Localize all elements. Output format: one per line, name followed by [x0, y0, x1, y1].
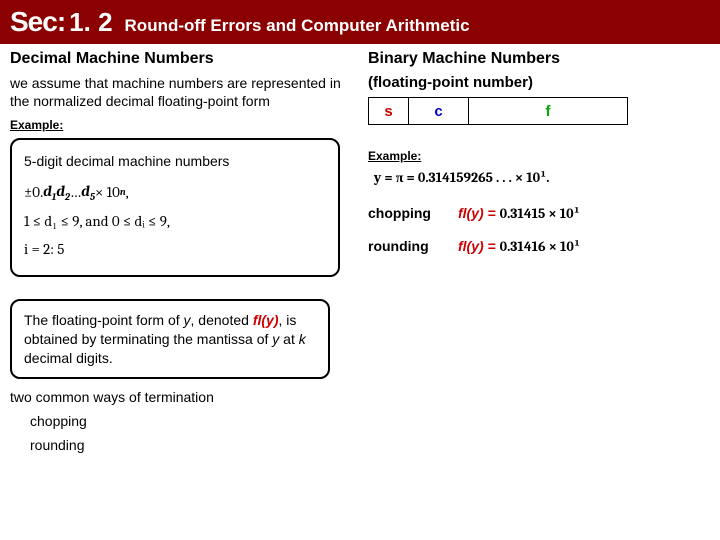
left-column: Decimal Machine Numbers we assume that m…	[10, 50, 350, 453]
chopping-fly-label: fl(y) =	[458, 205, 500, 221]
decimal-intro: we assume that machine numbers are repre…	[10, 74, 350, 110]
decimal-heading: Decimal Machine Numbers	[10, 50, 350, 68]
chopping-item: chopping	[30, 413, 350, 429]
rounding-row: rounding fl(y) = 0.31416 × 10¹	[368, 238, 710, 255]
d5: d	[81, 182, 90, 200]
chopping-row: chopping fl(y) = 0.31415 × 10¹	[368, 205, 710, 222]
times-ten: × 10	[95, 180, 120, 204]
content-area: Decimal Machine Numbers we assume that m…	[0, 44, 720, 453]
dots: …	[70, 180, 81, 204]
pi-equation: y = π = 0.314159265 . . . × 10¹.	[374, 169, 710, 187]
box-title: 5-digit decimal machine numbers	[24, 150, 326, 172]
fly-y1: y	[184, 312, 191, 328]
rounding-value: 0.31416 × 10¹	[500, 238, 580, 255]
pm-prefix: ±0.	[24, 180, 43, 204]
fly-text-d: at	[279, 331, 298, 347]
fly-text-b: , denoted	[191, 312, 253, 328]
math-line-1: ±0. d1 d2 … d5 × 10n,	[24, 179, 326, 205]
fp-subheading: (floating-point number)	[368, 74, 710, 91]
right-example-block: Example: y = π = 0.314159265 . . . × 10¹…	[368, 149, 710, 255]
math-box: 5-digit decimal machine numbers ±0. d1 d…	[10, 138, 340, 276]
header-title: Round-off Errors and Computer Arithmetic	[125, 16, 470, 36]
right-column: Binary Machine Numbers (floating-point n…	[368, 50, 710, 453]
rounding-label: rounding	[368, 238, 448, 254]
sign-cell: s	[369, 98, 409, 124]
fly-text-a: The floating-point form of	[24, 312, 184, 328]
rounding-fly-label: fl(y) =	[458, 238, 500, 254]
fraction-cell: f	[469, 98, 627, 124]
characteristic-cell: c	[409, 98, 469, 124]
fly-k: k	[299, 331, 306, 347]
example-label-right: Example:	[368, 149, 710, 163]
example-label-left: Example:	[10, 118, 350, 132]
section-number: 1. 2	[69, 7, 112, 38]
fly-notation: fl(y)	[253, 312, 279, 328]
two-ways-text: two common ways of termination	[10, 389, 350, 405]
fly-definition-box: The floating-point form of y, denoted fl…	[10, 299, 330, 380]
rounding-item: rounding	[30, 437, 350, 453]
chopping-value: 0.31415 × 10¹	[500, 205, 580, 222]
math-line-2: 1 ≤ d₁ ≤ 9, and 0 ≤ dᵢ ≤ 9,	[24, 209, 326, 233]
section-prefix: Sec:	[10, 6, 65, 38]
binary-heading: Binary Machine Numbers	[368, 50, 710, 68]
math-line-3: i = 2: 5	[24, 237, 326, 261]
comma: ,	[126, 180, 129, 204]
chopping-label: chopping	[368, 205, 448, 221]
header-bar: Sec: 1. 2 Round-off Errors and Computer …	[0, 0, 720, 44]
scf-table: s c f	[368, 97, 628, 125]
d1: d	[43, 182, 52, 200]
fly-text-e: decimal digits.	[24, 350, 113, 366]
d2: d	[56, 182, 65, 200]
